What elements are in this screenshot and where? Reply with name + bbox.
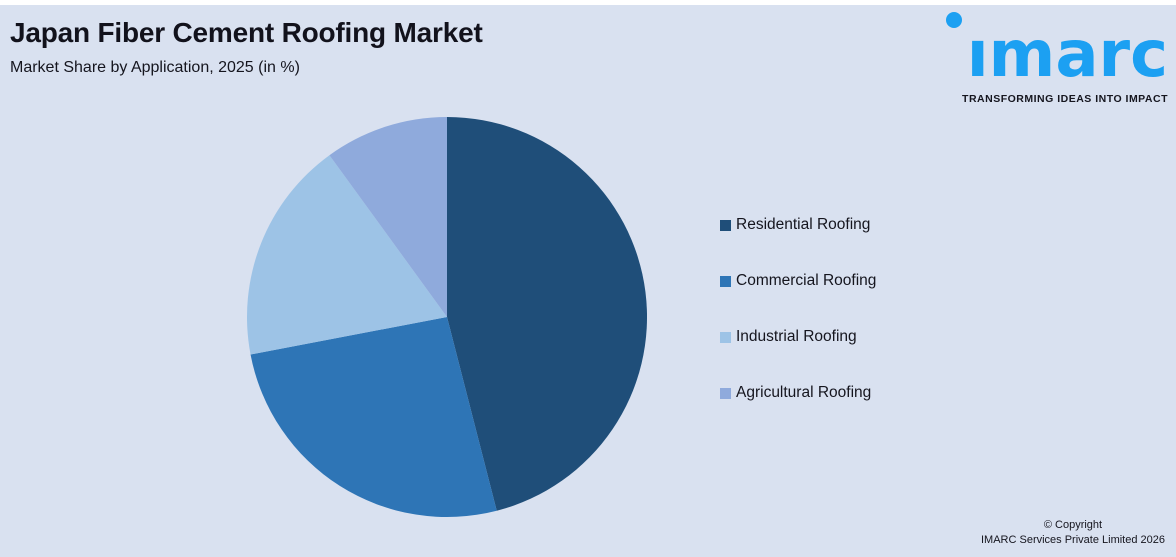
pie-slice-commercial-roofing <box>250 317 497 518</box>
legend-item-agricultural-roofing: Agricultural Roofing <box>720 384 876 401</box>
legend-swatch-icon <box>720 219 731 231</box>
pie-slice-industrial-roofing <box>246 155 447 355</box>
legend-swatch-icon <box>720 331 731 343</box>
copyright-line1: © Copyright <box>1043 519 1103 531</box>
copyright-notice: © Copyright IMARC Services Private Limit… <box>981 518 1165 548</box>
legend-swatch-icon <box>720 387 731 399</box>
copyright-line2: IMARC Services Private Limited 2026 <box>980 534 1165 546</box>
legend-label: Commercial Roofing <box>736 272 877 289</box>
pie-slice-agricultural-roofing <box>329 117 447 317</box>
legend-item-commercial-roofing: Commercial Roofing <box>720 272 877 289</box>
chart-header: Japan Fiber Cement Roofing Market Market… <box>10 16 483 77</box>
pie-chart-svg <box>246 117 648 518</box>
legend-item-industrial-roofing: Industrial Roofing <box>720 328 876 345</box>
legend-item-residential-roofing: Residential Roofing <box>720 216 876 233</box>
chart-subtitle: Market Share by Application, 2025 (in %) <box>10 59 300 76</box>
pie-chart <box>237 107 657 527</box>
pie-slice-residential-roofing <box>447 117 648 511</box>
logo-wordmark: ımarc <box>966 18 1168 92</box>
legend-swatch-icon <box>720 275 731 287</box>
logo-tagline: TRANSFORMING IDEAS INTO IMPACT <box>962 93 1168 105</box>
chart-title: Japan Fiber Cement Roofing Market <box>10 17 483 48</box>
imarc-logo: ımarc TRANSFORMING IDEAS INTO IMPACT <box>936 10 1168 105</box>
legend-label: Agricultural Roofing <box>736 384 872 401</box>
legend-label: Industrial Roofing <box>736 328 857 345</box>
logo-dot-icon <box>946 12 962 28</box>
top-border-strip <box>0 0 1176 5</box>
legend-label: Residential Roofing <box>736 216 871 233</box>
chart-legend: Residential Roofing Commercial Roofing I… <box>720 216 877 441</box>
